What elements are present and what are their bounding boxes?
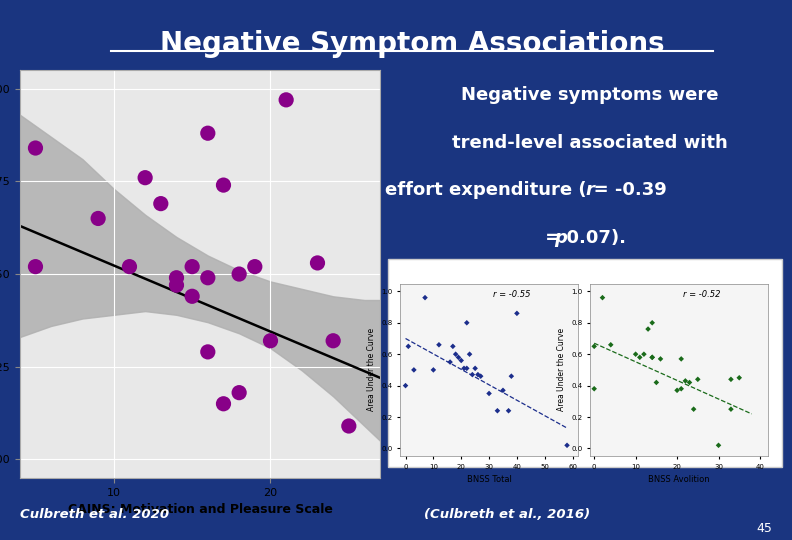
Text: trend-level associated with: trend-level associated with <box>452 134 728 152</box>
Point <box>460 319 473 327</box>
Point <box>170 281 183 289</box>
Point <box>170 273 183 282</box>
Point <box>483 389 496 398</box>
Point <box>186 262 199 271</box>
Point <box>402 342 415 350</box>
Point <box>712 441 725 450</box>
Point <box>201 273 214 282</box>
Text: p: p <box>554 229 567 247</box>
Point <box>432 340 445 349</box>
Point <box>466 370 478 379</box>
Point <box>469 364 482 373</box>
Point <box>154 199 167 208</box>
Point <box>630 350 642 359</box>
Point <box>650 378 663 387</box>
Text: (Culbreth et al., 2016): (Culbreth et al., 2016) <box>424 508 590 522</box>
Point <box>642 325 654 333</box>
Point <box>399 381 412 390</box>
Text: = -0.39: = -0.39 <box>590 181 667 199</box>
Point <box>596 293 609 302</box>
Text: effort expenditure (: effort expenditure ( <box>385 181 590 199</box>
X-axis label: CAINS: Motivation and Pleasure Scale: CAINS: Motivation and Pleasure Scale <box>67 503 333 516</box>
Point <box>29 262 42 271</box>
Point <box>233 388 246 397</box>
Point <box>725 405 737 414</box>
Point <box>201 348 214 356</box>
Point <box>604 340 617 349</box>
Point <box>588 342 600 350</box>
Point <box>687 405 700 414</box>
Point <box>491 407 504 415</box>
Point <box>654 355 667 363</box>
Point <box>588 384 600 393</box>
Text: = 0.07).: = 0.07). <box>539 229 626 247</box>
Point <box>139 173 151 182</box>
Point <box>280 96 292 104</box>
Point <box>645 353 658 362</box>
Point <box>427 366 440 374</box>
Y-axis label: Area Under the Curve: Area Under the Curve <box>557 328 565 411</box>
Point <box>217 400 230 408</box>
Point <box>458 364 470 373</box>
Point <box>645 319 658 327</box>
Point <box>463 350 476 359</box>
Point <box>474 372 487 381</box>
Point <box>447 342 459 350</box>
Text: Negative symptoms were: Negative symptoms were <box>461 86 719 104</box>
Point <box>29 144 42 152</box>
Point <box>92 214 105 223</box>
Point <box>675 384 687 393</box>
Point <box>342 422 355 430</box>
Point <box>511 309 524 318</box>
Point <box>186 292 199 301</box>
Point <box>671 386 683 395</box>
Point <box>505 372 518 381</box>
Point <box>419 293 432 302</box>
Point <box>444 357 456 366</box>
X-axis label: BNSS Avolition: BNSS Avolition <box>649 476 710 484</box>
Point <box>497 386 509 395</box>
Point <box>455 356 467 365</box>
Point <box>408 366 421 374</box>
Point <box>725 375 737 383</box>
Point <box>634 353 646 362</box>
Text: 45: 45 <box>756 522 772 535</box>
Point <box>327 336 340 345</box>
Point <box>311 259 324 267</box>
Point <box>265 336 277 345</box>
Point <box>449 350 462 359</box>
Text: r = -0.55: r = -0.55 <box>493 291 530 299</box>
Text: Negative Symptom Associations: Negative Symptom Associations <box>159 30 664 58</box>
Point <box>217 181 230 190</box>
Point <box>123 262 135 271</box>
Point <box>683 378 696 387</box>
Point <box>733 374 745 382</box>
Point <box>460 364 473 373</box>
Text: r = -0.52: r = -0.52 <box>683 291 720 299</box>
Point <box>679 376 691 385</box>
Point <box>691 375 704 383</box>
Point <box>471 370 484 379</box>
Point <box>675 355 687 363</box>
Point <box>561 441 573 450</box>
Point <box>638 350 650 359</box>
Y-axis label: Area Under the Curve: Area Under the Curve <box>367 328 375 411</box>
Point <box>645 353 658 362</box>
Point <box>452 353 465 362</box>
Point <box>233 270 246 279</box>
Point <box>201 129 214 138</box>
Text: Culbreth et al. 2020: Culbreth et al. 2020 <box>20 508 169 522</box>
X-axis label: BNSS Total: BNSS Total <box>466 476 512 484</box>
Text: r: r <box>585 181 595 199</box>
Point <box>502 407 515 415</box>
Point <box>249 262 261 271</box>
